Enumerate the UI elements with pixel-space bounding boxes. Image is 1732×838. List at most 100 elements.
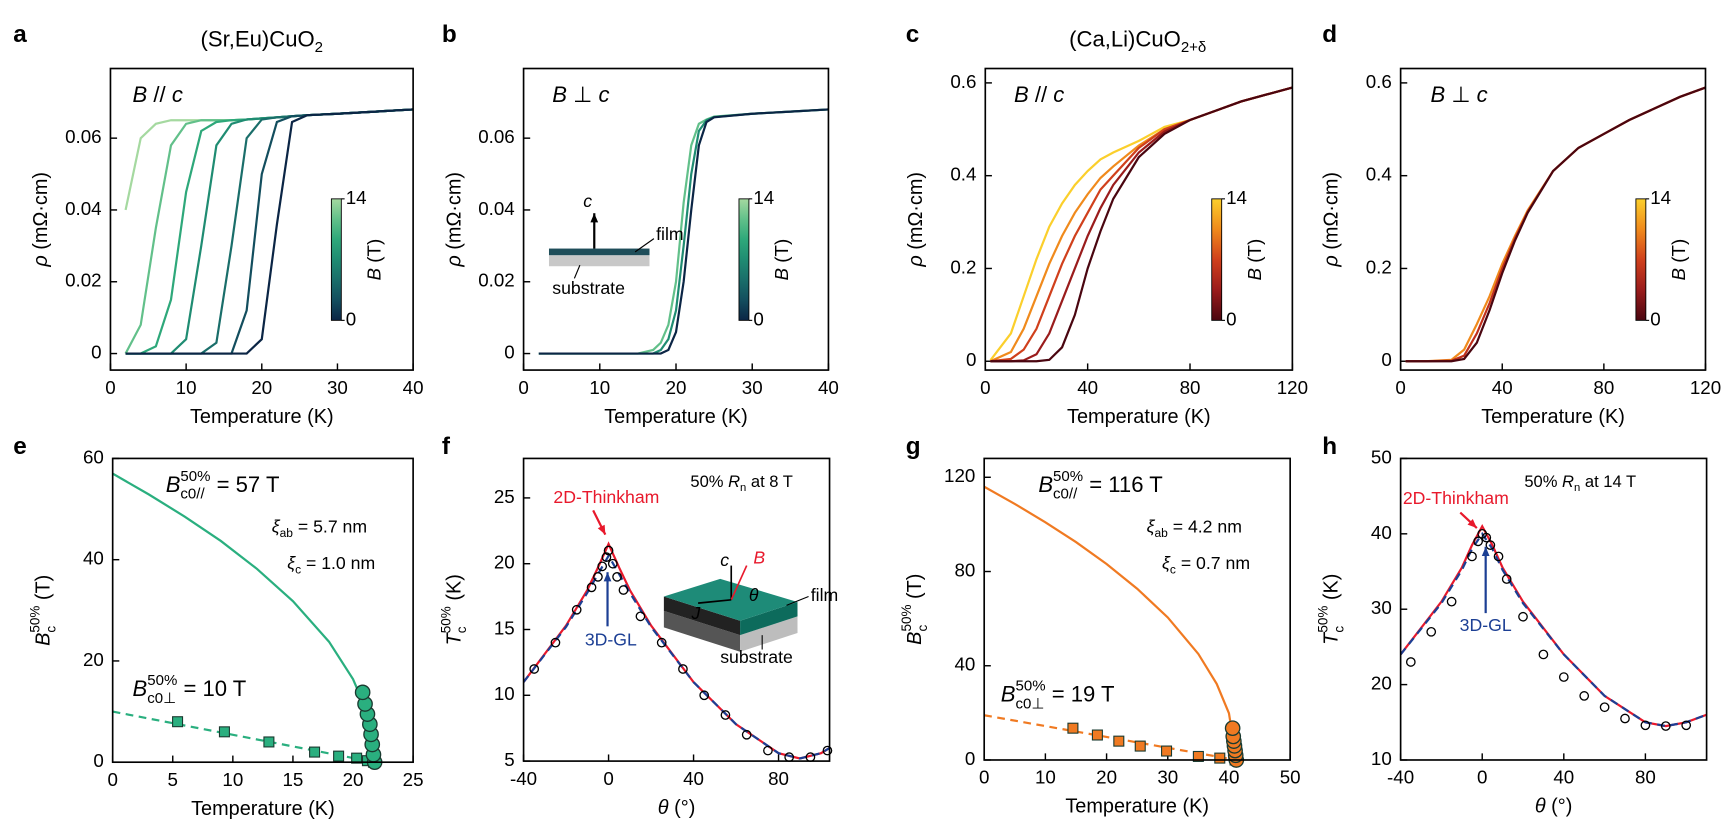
data-point — [1224, 720, 1241, 737]
y-tick-label: 120 — [944, 465, 975, 486]
y-tick-label: 15 — [494, 617, 515, 638]
x-tick-label: 0 — [105, 377, 115, 398]
film-leader — [786, 595, 809, 606]
fit-line — [112, 710, 375, 763]
annotation-runs: B // c — [133, 82, 183, 107]
data-point — [1426, 626, 1437, 637]
colorbar-tick-label: 0 — [1226, 308, 1236, 329]
annotation-runs: B ⊥ c — [552, 82, 609, 107]
y-tick-label: 20 — [1371, 673, 1392, 694]
annotation-run: B — [1014, 82, 1029, 107]
x-tick-label: 10 — [589, 377, 610, 398]
y-tick-label: 0 — [1381, 349, 1391, 370]
y-axis-label-run: (mΩ·cm) — [30, 172, 52, 255]
y-axis-label-run: ρ — [1320, 255, 1342, 267]
curve-label-arrow-head — [1467, 518, 1477, 529]
y-tick-label: 0.06 — [478, 126, 515, 147]
y-tick-label: 50 — [1371, 446, 1392, 467]
colorbar-tick-label: 0 — [1650, 308, 1660, 329]
data-point — [597, 561, 608, 572]
y-axis-label-run: (T) — [32, 575, 54, 606]
x-axis-label: Temperature (K) — [604, 406, 748, 428]
data-point — [822, 745, 833, 756]
x-tick-label: 40 — [1219, 767, 1240, 788]
film-leader — [634, 238, 655, 253]
y-tick-label: 0 — [966, 349, 976, 370]
y-axis-label-run: B — [904, 632, 926, 645]
axes-frame — [522, 457, 831, 762]
colorbar-label-runs: B (T) — [1668, 239, 1689, 281]
y-axis-label-run: (T) — [904, 574, 926, 605]
annotation-run: B — [1038, 472, 1053, 497]
annotation-run: at 14 T — [1580, 472, 1636, 491]
y-tick-label: 10 — [494, 683, 515, 704]
plot-area — [1405, 86, 1706, 363]
annotation: B 50%c0⊥ = 10 T — [133, 672, 247, 707]
y-axis-label-runs: T50% c (K) — [438, 574, 469, 645]
colorbar-label-run: B — [1668, 268, 1689, 281]
x-tick-label: 0 — [107, 769, 117, 790]
annotation-run: c0// — [180, 485, 205, 502]
colorbar-label-run: B — [1244, 268, 1265, 281]
annotation-run: c0⊥ — [147, 690, 176, 707]
x-tick-label: 0 — [1395, 377, 1405, 398]
fit-line — [523, 553, 830, 760]
x-tick-label: 80 — [1593, 377, 1614, 398]
panel-title-run: (Ca,Li)CuO — [1069, 27, 1181, 52]
axes-frame — [111, 457, 414, 764]
panel-title-run: 2 — [315, 39, 323, 56]
colorbar-label-run: B — [364, 268, 385, 281]
annotation-run: ab — [280, 526, 294, 540]
y-tick-label: 0.2 — [950, 256, 976, 277]
y-axis-label-run: c — [43, 626, 58, 633]
x-axis-label-run: θ — [658, 797, 669, 819]
panel-title-runs: (Ca,Li)CuO 2+δ — [1069, 27, 1206, 56]
y-tick-label: 10 — [1371, 748, 1392, 769]
x-tick-label: 25 — [403, 769, 424, 790]
annotation-run: = 5.7 nm — [293, 517, 367, 537]
colorbar — [1211, 198, 1223, 321]
substrate-side-right — [740, 616, 798, 652]
data-point — [1599, 702, 1610, 713]
annotation-run: B — [133, 676, 148, 701]
j-vector — [698, 598, 732, 604]
y-axis-label: ρ (mΩ·cm) — [30, 172, 52, 268]
annotation-run: c0⊥ — [1015, 695, 1044, 712]
colorbar-label: B (T) — [1668, 239, 1689, 281]
panel-letter: g — [906, 433, 921, 460]
annotation-run: n — [740, 482, 746, 494]
inset-label: θ — [749, 585, 759, 605]
curve — [989, 86, 1293, 361]
curve — [990, 86, 1293, 363]
panel-title: (Ca,Li)CuO 2+δ — [1069, 27, 1206, 56]
curve — [538, 108, 829, 355]
data-point — [656, 637, 667, 648]
annotation-run: = 116 T — [1083, 472, 1163, 497]
data-point — [763, 745, 773, 756]
annotation-run: = 19 T — [1046, 682, 1115, 707]
colorbar-label-run: (T) — [364, 239, 385, 268]
x-tick-label: 0 — [980, 377, 990, 398]
x-tick-label: 120 — [1690, 377, 1721, 398]
annotation-runs: B // c — [1014, 82, 1064, 107]
y-axis-label-run: ρ — [905, 255, 927, 267]
data-point — [1518, 611, 1528, 622]
annotation-runs: ξ ab = 5.7 nm — [272, 517, 367, 540]
colorbar-label-run: (T) — [771, 239, 792, 268]
annotation-run: 50% — [180, 468, 210, 485]
y-axis-label-runs: ρ (mΩ·cm) — [443, 172, 465, 268]
x-axis-label: θ (°) — [1535, 796, 1573, 818]
y-tick-label: 80 — [954, 559, 975, 580]
x-axis-label-runs: θ (°) — [658, 797, 696, 819]
data-point — [1660, 721, 1671, 731]
inset-label: c — [720, 550, 729, 570]
x-tick-label: 40 — [1553, 767, 1574, 788]
y-tick-label: 0 — [93, 750, 103, 771]
x-tick-label: 20 — [251, 377, 272, 398]
data-point — [1192, 750, 1204, 762]
colorbar-label-runs: B (T) — [771, 239, 792, 281]
y-axis-label-run: B — [32, 633, 54, 646]
